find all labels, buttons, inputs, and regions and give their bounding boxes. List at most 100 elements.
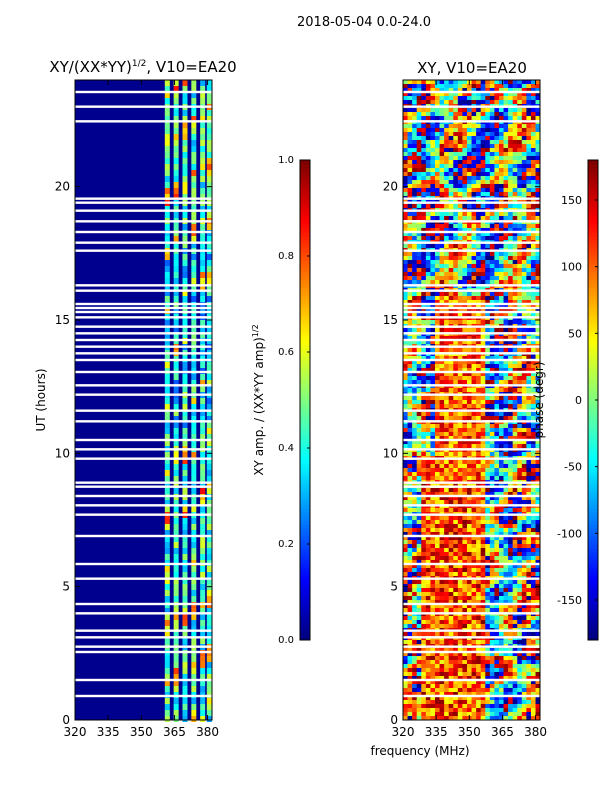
phase-cell (485, 152, 490, 156)
phase-cell (508, 500, 513, 504)
phase-cell (417, 204, 422, 208)
phase-cell (531, 572, 536, 576)
phase-cell (504, 388, 509, 392)
phase-cell (481, 488, 486, 492)
phase-cell (513, 524, 518, 528)
phase-cell (403, 144, 408, 148)
phase-cell (490, 588, 495, 592)
phase-cell (462, 184, 467, 188)
phase-cell (430, 216, 435, 220)
phase-cell (472, 616, 477, 620)
phase-cell (440, 460, 445, 464)
phase-cell (513, 380, 518, 384)
phase-cell (444, 100, 449, 104)
phase-cell (522, 224, 527, 228)
phase-cell (472, 236, 477, 240)
amplitude-colorbar-step (300, 368, 310, 373)
phase-cell (440, 424, 445, 428)
phase-cell (476, 428, 481, 432)
amplitude-cell (165, 710, 170, 716)
phase-cell (508, 544, 513, 548)
phase-cell (421, 108, 426, 112)
phase-cell (408, 572, 413, 576)
phase-cell (458, 160, 463, 164)
phase-cell (481, 348, 486, 352)
phase-cell (449, 464, 454, 468)
phase-cell (426, 396, 431, 400)
phase-cell (408, 488, 413, 492)
amplitude-cell (174, 170, 179, 176)
phase-cell (476, 264, 481, 268)
phase-cell (472, 580, 477, 584)
amplitude-flagged-band (75, 220, 212, 222)
phase-cell (494, 444, 499, 448)
phase-cell (490, 488, 495, 492)
phase-cell (458, 592, 463, 596)
phase-cell (453, 592, 458, 596)
phase-cell (476, 80, 481, 84)
phase-cell (430, 296, 435, 300)
phase-cell (499, 244, 504, 248)
phase-cell (453, 180, 458, 184)
amplitude-cell (174, 704, 179, 710)
phase-cell (508, 556, 513, 560)
phase-cell (462, 616, 467, 620)
phase-cell (435, 100, 440, 104)
phase-cell (403, 404, 408, 408)
phase-cell (481, 500, 486, 504)
phase-cell (485, 112, 490, 116)
amplitude-cell (182, 698, 187, 704)
amplitude-cell (174, 548, 179, 554)
phase-cell (449, 424, 454, 428)
phase-cell (526, 396, 531, 400)
phase-cell (430, 236, 435, 240)
phase-cell (517, 524, 522, 528)
amplitude-cell (207, 260, 212, 266)
phase-cell (440, 216, 445, 220)
amplitude-cell (191, 296, 196, 302)
phase-cell (403, 132, 408, 136)
phase-cell (417, 264, 422, 268)
phase-cell (458, 608, 463, 612)
phase-cell (449, 348, 454, 352)
amplitude-cell (200, 80, 205, 86)
amplitude-colorbar-step (300, 536, 310, 541)
phase-cell (449, 428, 454, 432)
phase-cell (517, 376, 522, 380)
phase-cell (513, 328, 518, 332)
phase-cell (513, 416, 518, 420)
phase-cell (526, 292, 531, 296)
phase-cell (531, 176, 536, 180)
phase-cell (453, 108, 458, 112)
phase-cell (412, 452, 417, 456)
phase-cell (462, 108, 467, 112)
phase-cell (517, 272, 522, 276)
phase-cell (485, 116, 490, 120)
phase-cell (472, 348, 477, 352)
phase-cell (531, 520, 536, 524)
phase-cell (430, 108, 435, 112)
phase-cell (412, 348, 417, 352)
amplitude-x-tick-label: 365 (163, 725, 186, 739)
phase-cell (449, 116, 454, 120)
phase-cell (508, 168, 513, 172)
phase-cell (435, 268, 440, 272)
phase-cell (472, 128, 477, 132)
phase-cell (490, 380, 495, 384)
phase-cell (421, 588, 426, 592)
amplitude-cell (182, 566, 187, 572)
phase-cell (476, 180, 481, 184)
phase-cell (412, 416, 417, 420)
phase-cell (522, 180, 527, 184)
phase-cell (458, 272, 463, 276)
amplitude-colorbar-step (300, 556, 310, 561)
amplitude-cell (165, 176, 170, 182)
amplitude-colorbar-step (300, 424, 310, 429)
phase-cell (444, 132, 449, 136)
amplitude-cell (191, 716, 196, 722)
amplitude-x-tick-label: 380 (196, 725, 219, 739)
phase-cell (490, 132, 495, 136)
phase-cell (440, 224, 445, 228)
amplitude-colorbar-step (300, 388, 310, 393)
phase-cell (408, 144, 413, 148)
